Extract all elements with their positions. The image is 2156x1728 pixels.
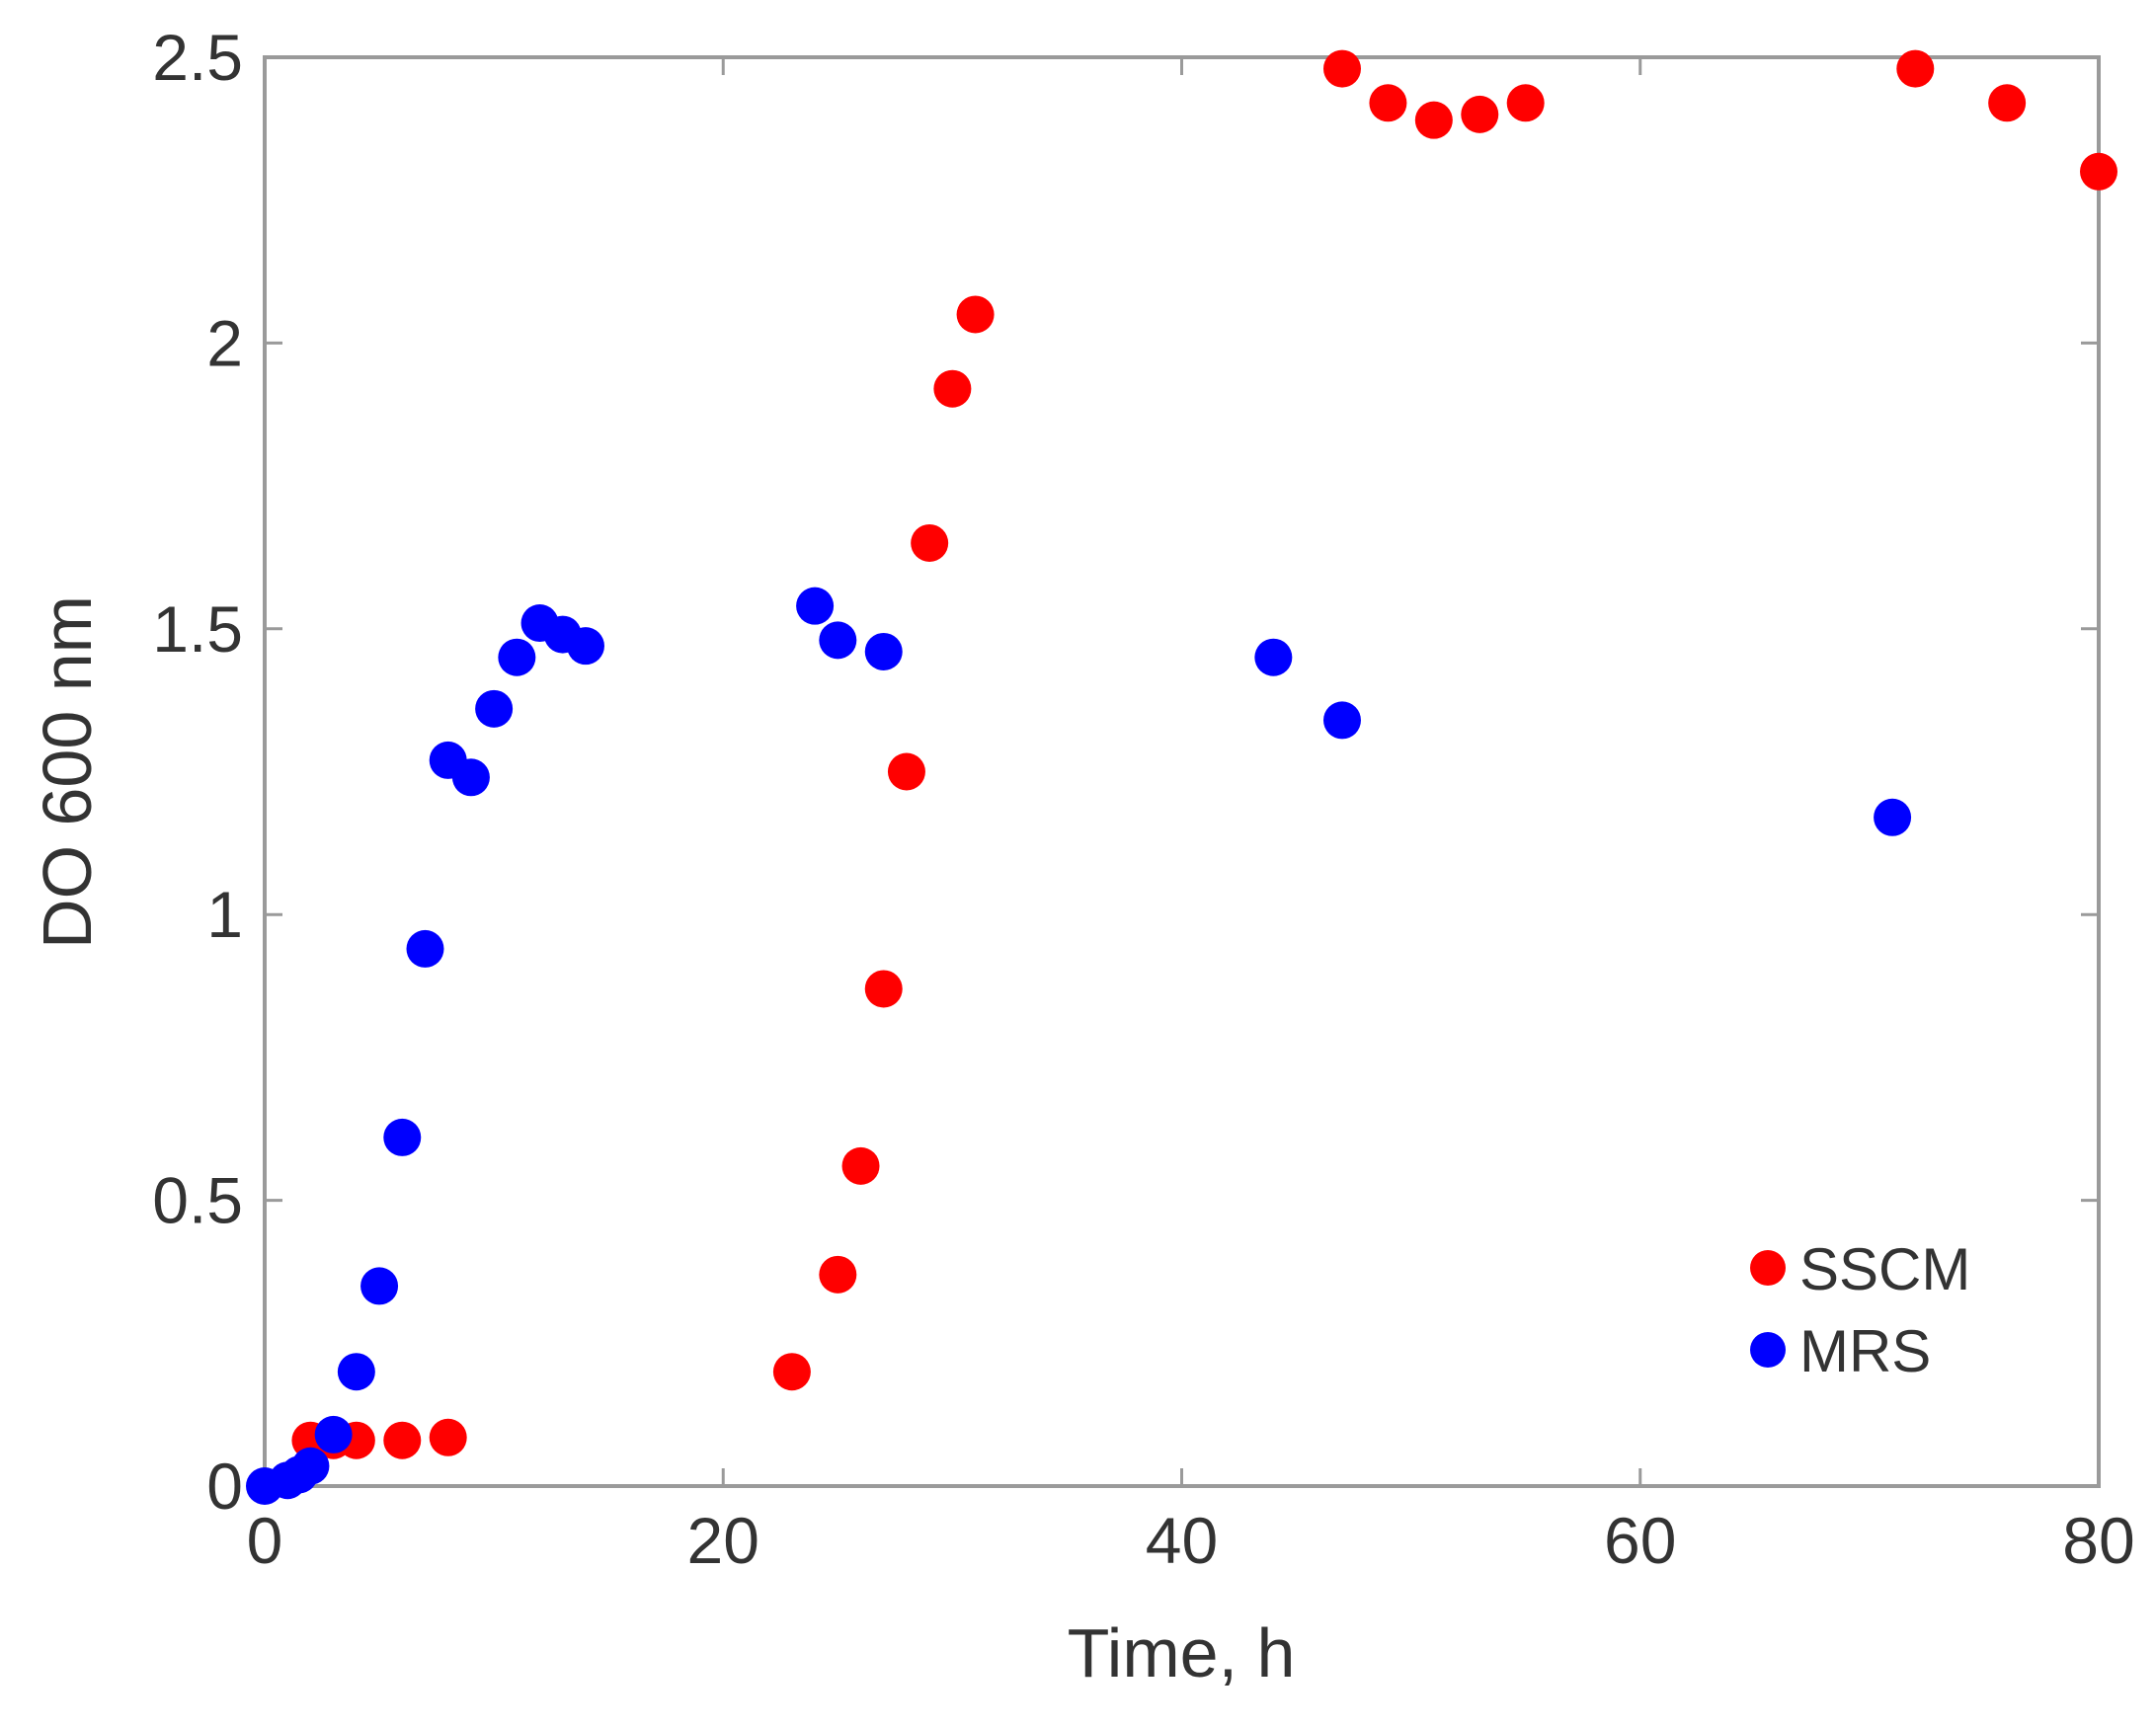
data-point-mrs — [451, 758, 490, 797]
legend: SSCM MRS — [1750, 1236, 1970, 1384]
plot-area — [263, 55, 2101, 1488]
data-point-mrs — [1322, 701, 1361, 740]
data-point-sscm — [383, 1421, 422, 1459]
data-points — [246, 49, 2117, 1505]
data-point-mrs — [314, 1415, 353, 1453]
data-point-mrs — [475, 689, 514, 728]
data-point-sscm — [429, 1418, 467, 1456]
x-tick-label: 80 — [2062, 1504, 2134, 1577]
legend-label-sscm: SSCM — [1799, 1236, 1970, 1302]
data-point-sscm — [1506, 84, 1545, 122]
data-point-sscm — [841, 1146, 880, 1185]
x-tick-label: 40 — [1146, 1504, 1218, 1577]
data-point-sscm — [933, 369, 972, 408]
data-point-sscm — [864, 970, 903, 1008]
data-point-sscm — [819, 1255, 857, 1294]
data-point-sscm — [1369, 84, 1407, 122]
data-point-sscm — [2080, 152, 2117, 191]
legend-marker-sscm — [1750, 1250, 1786, 1286]
y-tick-label: 0 — [206, 1450, 243, 1523]
tick-labels: 0 20 40 60 80 0 0.5 1 1.5 2 2.5 — [152, 21, 2134, 1577]
data-point-mrs — [337, 1353, 375, 1391]
data-point-sscm — [911, 523, 949, 562]
data-point-sscm — [887, 752, 925, 791]
data-point-sscm — [1322, 49, 1361, 88]
data-point-mrs — [819, 621, 857, 660]
y-tick-label: 2.5 — [152, 21, 243, 94]
legend-marker-mrs — [1750, 1332, 1786, 1368]
data-point-sscm — [1988, 84, 2027, 122]
legend-label-mrs: MRS — [1799, 1318, 1931, 1384]
data-point-mrs — [406, 929, 444, 968]
x-tick-label: 20 — [687, 1504, 759, 1577]
data-point-mrs — [864, 632, 903, 670]
x-axis-title: Time, h — [1068, 1614, 1296, 1691]
y-axis-title: DO 600 nm — [29, 595, 106, 949]
data-point-mrs — [796, 587, 835, 625]
y-tick-label: 1.5 — [152, 592, 243, 666]
data-point-sscm — [772, 1353, 811, 1391]
y-tick-label: 2 — [206, 306, 243, 379]
data-point-mrs — [498, 638, 536, 676]
data-point-sscm — [956, 295, 995, 334]
data-point-sscm — [1461, 95, 1499, 133]
data-point-sscm — [1896, 49, 1935, 88]
data-point-sscm — [1414, 101, 1453, 139]
data-point-mrs — [291, 1447, 330, 1485]
y-tick-label: 1 — [206, 878, 243, 951]
x-tick-label: 0 — [247, 1504, 283, 1577]
data-point-mrs — [360, 1267, 399, 1305]
x-tick-label: 60 — [1604, 1504, 1676, 1577]
data-point-mrs — [1874, 798, 1912, 836]
data-point-mrs — [566, 627, 604, 666]
y-tick-label: 0.5 — [152, 1164, 243, 1237]
data-point-mrs — [1254, 638, 1293, 676]
data-point-mrs — [383, 1118, 422, 1156]
